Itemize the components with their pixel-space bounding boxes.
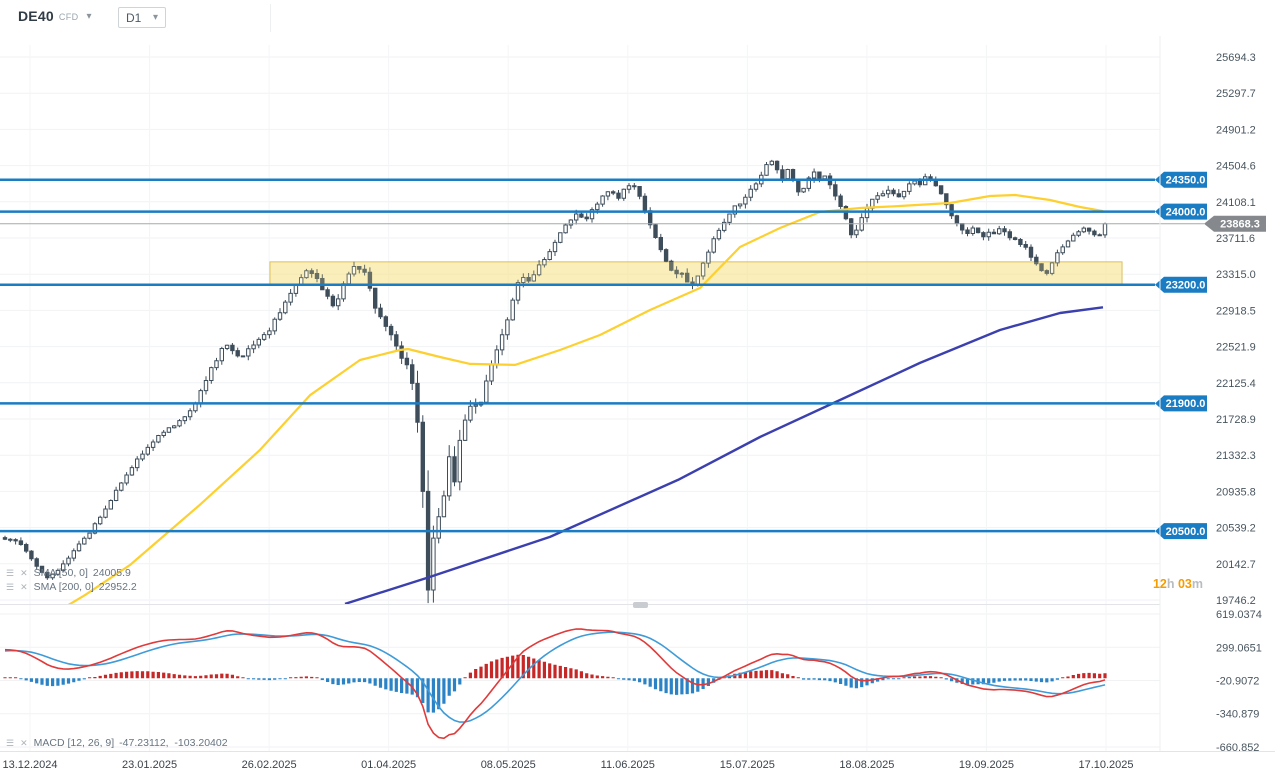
indicator-settings-icon[interactable]: ☰ (6, 567, 15, 578)
svg-text:23868.3: 23868.3 (1220, 218, 1260, 230)
svg-text:25694.3: 25694.3 (1216, 52, 1256, 64)
svg-text:21900.0: 21900.0 (1166, 398, 1206, 410)
indicator-remove-icon[interactable]: ✕ (20, 581, 28, 592)
svg-text:23200.0: 23200.0 (1166, 280, 1206, 292)
svg-text:23.01.2025: 23.01.2025 (122, 759, 177, 771)
date-axis-labels: 13.12.2024 23.01.2025 26.02.2025 01.04.2025… (2, 759, 1133, 771)
svg-text:-660.852: -660.852 (1216, 742, 1259, 754)
price-level-label-20500.0[interactable]: 20500.0 (1155, 523, 1207, 540)
chevron-down-icon: ▾ (152, 12, 158, 23)
legend-sma50: ☰ ✕ SMA [50, 0] 24005.9 (6, 567, 131, 579)
macd-values: -47.23112, -103.20402 (119, 737, 228, 749)
svg-text:19.09.2025: 19.09.2025 (959, 759, 1014, 771)
svg-text:17.10.2025: 17.10.2025 (1078, 759, 1133, 771)
sma50-value: 24005.9 (92, 567, 131, 579)
svg-text:20142.7: 20142.7 (1216, 559, 1256, 571)
chart-toolbar: DE40 CFD ▾ D1 ▾ (0, 0, 1275, 36)
timeframe-dropdown[interactable]: D1 ▾ (118, 7, 166, 28)
macd-histogram-negative (19, 678, 1059, 713)
legend-sma200: ☰ ✕ SMA [200, 0] 22952.2 (6, 581, 137, 593)
svg-text:23711.6: 23711.6 (1216, 233, 1255, 245)
price-level-label-23200.0[interactable]: 23200.0 (1155, 276, 1207, 293)
svg-text:22521.9: 22521.9 (1216, 342, 1256, 354)
price-level-label-24350.0[interactable]: 24350.0 (1155, 171, 1207, 188)
svg-text:619.0374: 619.0374 (1216, 609, 1262, 621)
price-level-label-21900.0[interactable]: 21900.0 (1155, 395, 1207, 412)
symbol-name: DE40 (18, 8, 54, 24)
svg-text:18.08.2025: 18.08.2025 (839, 759, 894, 771)
svg-text:24504.6: 24504.6 (1216, 161, 1256, 173)
svg-text:01.04.2025: 01.04.2025 (361, 759, 416, 771)
sma200-line (344, 306, 1104, 604)
gridlines (0, 45, 1160, 751)
macd-histogram-positive (3, 654, 1107, 679)
sma200-label: SMA [200, 0] (33, 581, 94, 593)
macd-line (4, 628, 1106, 740)
price-level-label-24000.0[interactable]: 24000.0 (1155, 203, 1207, 220)
svg-text:299.0651: 299.0651 (1216, 642, 1262, 654)
svg-text:24000.0: 24000.0 (1166, 206, 1206, 218)
indicator-remove-icon[interactable]: ✕ (20, 567, 28, 578)
svg-text:22125.4: 22125.4 (1216, 378, 1256, 390)
svg-text:21332.3: 21332.3 (1216, 450, 1256, 462)
svg-text:24901.2: 24901.2 (1216, 124, 1256, 136)
svg-text:26.02.2025: 26.02.2025 (242, 759, 297, 771)
support-zone-overlay (270, 261, 1122, 285)
svg-text:24108.1: 24108.1 (1216, 197, 1256, 209)
svg-text:-20.9072: -20.9072 (1216, 676, 1259, 688)
macd-panel (3, 628, 1107, 740)
svg-text:25297.7: 25297.7 (1216, 88, 1256, 100)
instrument-type-badge: CFD (58, 12, 79, 22)
macd-axis-labels: 619.0374 299.0651 -20.9072 -340.879 -660.852 (1216, 609, 1262, 754)
svg-text:21728.9: 21728.9 (1216, 414, 1256, 426)
macd-label: MACD [12, 26, 9] (33, 737, 115, 749)
svg-text:23315.0: 23315.0 (1216, 269, 1256, 281)
sma50-line (67, 193, 1104, 604)
timeframe-value: D1 (126, 10, 142, 25)
indicator-remove-icon[interactable]: ✕ (20, 737, 28, 748)
chevron-down-icon[interactable]: ▾ (86, 10, 92, 22)
svg-text:20500.0: 20500.0 (1166, 526, 1206, 538)
timer-minutes: 03 (1177, 577, 1192, 591)
svg-text:11.06.2025: 11.06.2025 (601, 759, 655, 771)
sma50-label: SMA [50, 0] (33, 567, 88, 579)
timer-hours: 12 (1152, 577, 1167, 591)
macd-signal-line (4, 631, 1106, 723)
svg-text:20539.2: 20539.2 (1216, 523, 1256, 535)
svg-text:20935.8: 20935.8 (1216, 486, 1256, 498)
svg-text:15.07.2025: 15.07.2025 (720, 759, 775, 771)
current-price-label: 23868.3 (1204, 215, 1266, 232)
toolbar-separator (270, 4, 271, 32)
indicator-settings-icon[interactable]: ☰ (6, 581, 15, 592)
candlesticks (2, 159, 1108, 604)
svg-text:-340.879: -340.879 (1216, 709, 1259, 721)
svg-text:08.05.2025: 08.05.2025 (481, 759, 536, 771)
sma200-value: 22952.2 (98, 581, 137, 593)
svg-text:19746.2: 19746.2 (1216, 595, 1256, 607)
symbol-selector[interactable]: DE40 CFD ▾ (18, 8, 92, 24)
legend-macd: ☰ ✕ MACD [12, 26, 9] -47.23112, -103.20402 (6, 737, 228, 749)
svg-text:13.12.2024: 13.12.2024 (2, 759, 57, 771)
candle-countdown-timer: 12h 03m (1152, 577, 1203, 591)
indicator-settings-icon[interactable]: ☰ (6, 737, 15, 748)
svg-text:24350.0: 24350.0 (1166, 175, 1206, 187)
svg-text:22918.5: 22918.5 (1216, 305, 1256, 317)
panel-resize-handle[interactable] (633, 602, 648, 608)
price-axis-labels: 25694.3 25297.7 24901.2 24504.6 24108.1 23711… (1216, 52, 1256, 607)
